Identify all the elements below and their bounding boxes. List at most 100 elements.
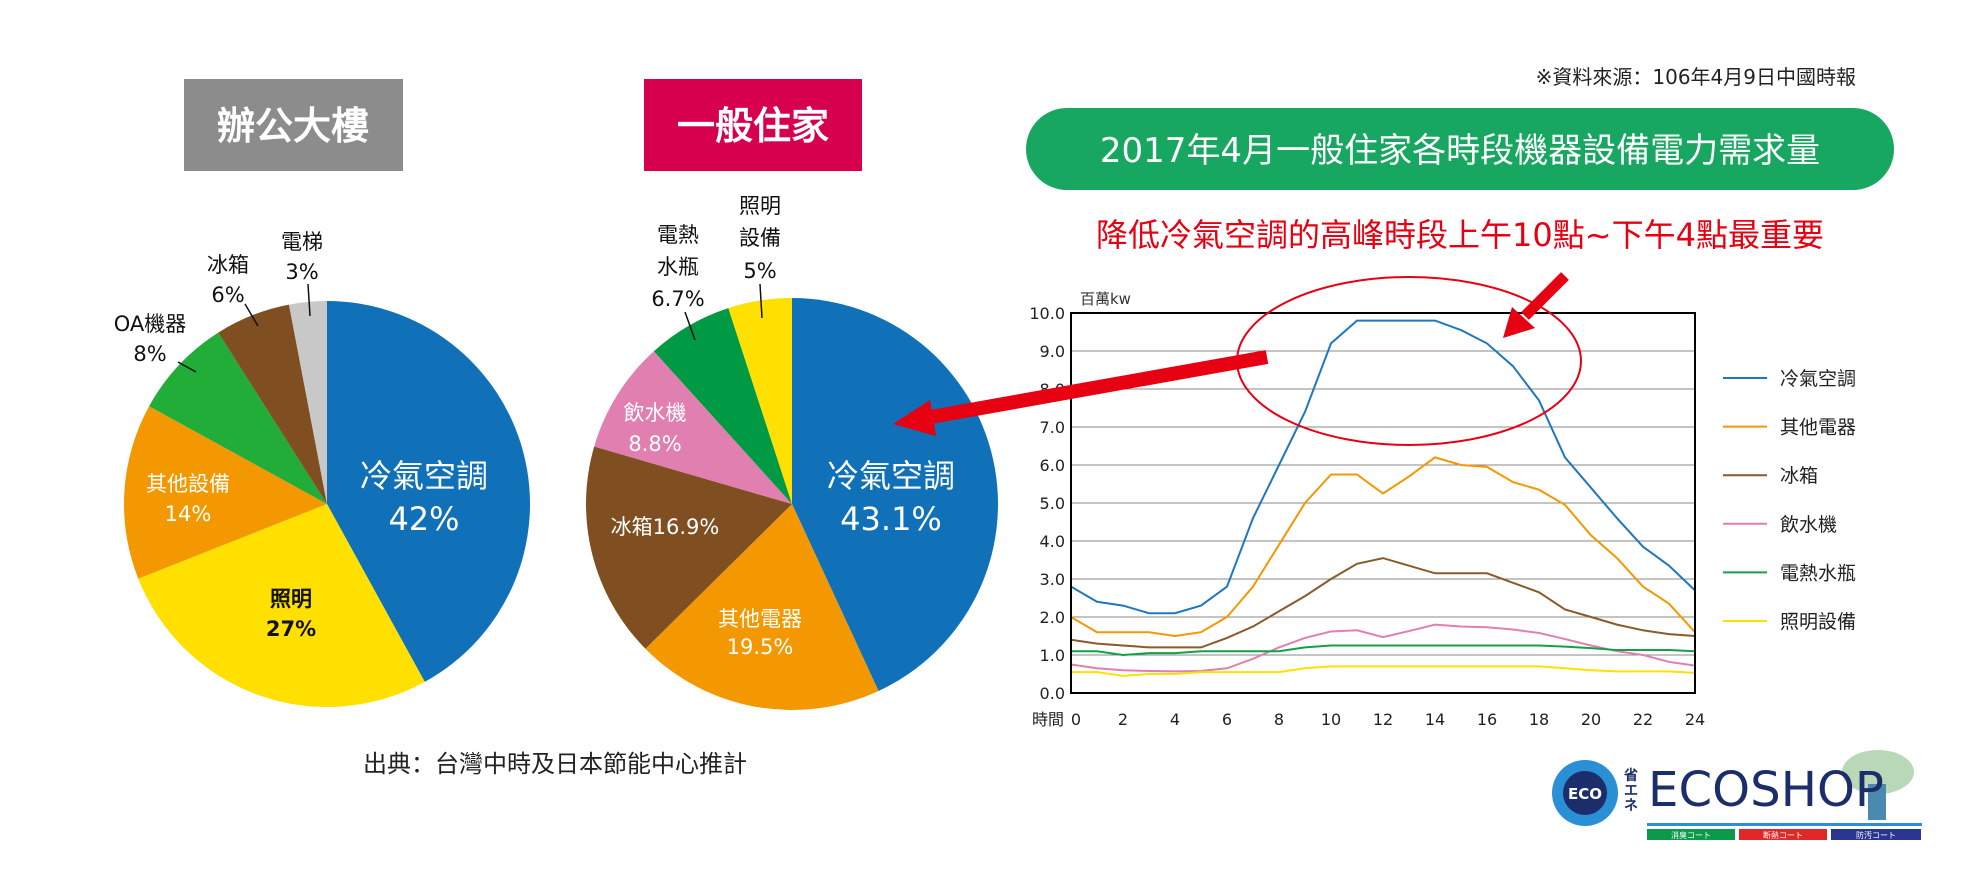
coat-label: 消臭コート	[1671, 830, 1711, 840]
series-line	[1070, 456, 1696, 638]
office-value-fridge: 6%	[211, 283, 244, 307]
home-value-other: 19.5%	[727, 635, 794, 659]
pie-slice	[645, 504, 879, 711]
coat-label: 防汚コート	[1856, 830, 1896, 840]
logo-rule	[1647, 823, 1922, 826]
eco-seal-inner	[1563, 771, 1607, 815]
y-tick-label: 5.0	[1040, 494, 1065, 513]
pie-slice	[218, 304, 327, 504]
home-leader-lines	[684, 283, 763, 341]
y-tick-label: 6.0	[1040, 456, 1065, 475]
home-label-lighting-1: 照明	[739, 194, 781, 218]
line-chart-subtitle: 降低冷氣空調的高峰時段上午10點~下午4點最重要	[1096, 216, 1824, 254]
y-tick-label: 2.0	[1040, 608, 1065, 627]
coat-bar	[1739, 829, 1827, 840]
office-value-elevator: 3%	[285, 260, 318, 284]
pie-slice	[149, 332, 327, 504]
home-pie-chart: 一般住家 冷氣空調 43.1% 其他電器 19.5% 冰箱16.9% 飲水機 8…	[585, 79, 999, 711]
office-value-lighting: 27%	[266, 617, 316, 641]
home-label-water-dispenser: 飲水機	[624, 401, 687, 425]
pie-slice	[594, 351, 792, 504]
y-tick-label: 1.0	[1040, 646, 1065, 665]
x-tick-label: 22	[1633, 710, 1653, 729]
home-value-kettle: 6.7%	[651, 287, 704, 311]
office-pie-chart: 辦公大樓 冷氣空調 42% 照明 27% 其他設備 14% OA機器 8% 冰箱…	[114, 79, 530, 707]
y-tick-label: 0.0	[1040, 684, 1065, 703]
arrow-to-home-aircon	[893, 350, 1269, 436]
office-title-box	[184, 79, 403, 171]
footer-source: 出典：台灣中時及日本節能中心推計	[363, 750, 747, 778]
y-axis-unit: 百萬kw	[1080, 290, 1131, 308]
legend-label: 冷氣空調	[1780, 368, 1856, 390]
source-note: ※資料來源：106年4月9日中國時報	[1536, 65, 1856, 89]
office-label-elevator: 電梯	[281, 230, 323, 254]
x-tick-label: 18	[1529, 710, 1549, 729]
y-ticks: 0.01.02.03.04.05.06.07.08.09.010.0	[1029, 304, 1065, 703]
arrowhead-icon	[1503, 307, 1535, 338]
series-line	[1071, 665, 1696, 677]
logo-prefix: 省エネ	[1623, 767, 1638, 814]
logo-prefix-char: ネ	[1624, 798, 1638, 814]
pie-slice	[792, 298, 999, 691]
x-tick-label: 2	[1118, 710, 1128, 729]
fridge-label: 冰箱	[611, 515, 653, 539]
home-value-water-dispenser: 8.8%	[628, 432, 681, 456]
pie-slice	[288, 301, 327, 504]
plot-frame	[1070, 312, 1696, 694]
x-tick-label: 8	[1274, 710, 1284, 729]
home-title-box	[644, 79, 862, 171]
legend-label: 電熱水瓶	[1780, 562, 1856, 584]
office-value-other: 14%	[165, 502, 212, 526]
home-label-fridge: 冰箱16.9%	[611, 515, 720, 539]
home-label-lighting-2: 設備	[739, 226, 781, 250]
y-tick-label: 4.0	[1040, 532, 1065, 551]
x-tick-label: 16	[1477, 710, 1497, 729]
pie-slice	[585, 446, 792, 649]
x-tick-label: 4	[1170, 710, 1180, 729]
office-label-other: 其他設備	[146, 472, 230, 496]
x-ticks: 0 2 4 6 8 10 12 14 16 18 20 22 24	[1071, 710, 1705, 729]
home-label-other: 其他電器	[718, 607, 802, 631]
home-pie-slices	[585, 298, 999, 711]
office-title: 辦公大樓	[217, 104, 369, 148]
y-tick-label: 10.0	[1029, 304, 1065, 323]
pie-slice	[138, 504, 425, 707]
coat-bar	[1831, 829, 1921, 840]
logo-prefix-char: エ	[1624, 783, 1638, 799]
ecoshop-logo: ECO 省エネ ECOSHOP 消臭コート 断熱コート 防汚コート	[1552, 750, 1922, 840]
legend-label: 飲水機	[1780, 514, 1837, 536]
pie-slice	[124, 406, 328, 579]
series-line	[1070, 557, 1696, 649]
coat-label: 断熱コート	[1763, 830, 1803, 840]
office-label-aircon: 冷氣空調	[360, 457, 488, 495]
pie-slice	[327, 301, 530, 682]
seal-text: ECO	[1568, 785, 1602, 803]
tree-icon	[1842, 750, 1914, 794]
legend-label: 照明設備	[1780, 611, 1856, 633]
x-tick-label: 0	[1071, 710, 1081, 729]
peak-highlight-ellipse	[1236, 276, 1582, 446]
series-line	[1070, 319, 1696, 615]
y-tick-label: 3.0	[1040, 570, 1065, 589]
x-tick-label: 6	[1222, 710, 1232, 729]
pie-slice	[728, 298, 792, 504]
fridge-value: 16.9%	[653, 515, 720, 539]
series-line	[1070, 623, 1696, 673]
logo-prefix-char: 省	[1623, 767, 1638, 784]
coat-bar	[1647, 829, 1735, 840]
arrow-to-peak	[1503, 272, 1569, 338]
office-value-oa: 8%	[133, 342, 166, 366]
home-value-aircon: 43.1%	[840, 500, 942, 538]
home-label-kettle-2: 水瓶	[657, 255, 699, 279]
x-tick-label: 14	[1425, 710, 1445, 729]
x-tick-label: 10	[1321, 710, 1341, 729]
line-chart-title: 2017年4月一般住家各時段機器設備電力需求量	[1100, 131, 1820, 171]
tree-trunk	[1868, 784, 1886, 820]
office-leader-lines	[177, 283, 311, 373]
arrowhead-icon	[893, 400, 936, 436]
line-chart-title-pill	[1026, 108, 1894, 190]
office-label-fridge: 冰箱	[207, 253, 249, 277]
x-axis-label: 時間	[1032, 710, 1064, 729]
